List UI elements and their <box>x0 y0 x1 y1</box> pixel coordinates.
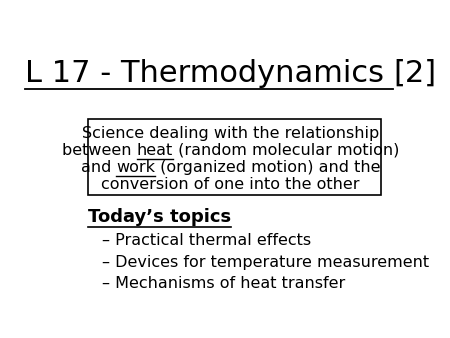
Text: – Mechanisms of heat transfer: – Mechanisms of heat transfer <box>102 276 345 291</box>
FancyBboxPatch shape <box>88 119 381 195</box>
Text: (random molecular motion): (random molecular motion) <box>173 143 399 158</box>
Text: work: work <box>116 160 155 175</box>
Text: and: and <box>81 160 116 175</box>
Text: – Practical thermal effects: – Practical thermal effects <box>102 233 310 248</box>
Text: Science dealing with the relationship: Science dealing with the relationship <box>82 126 379 141</box>
Text: heat: heat <box>137 143 173 158</box>
Text: [2]: [2] <box>393 59 436 88</box>
Text: – Devices for temperature measurement: – Devices for temperature measurement <box>102 255 429 270</box>
Text: between: between <box>62 143 137 158</box>
Text: conversion of one into the other: conversion of one into the other <box>101 177 360 192</box>
Text: (organized motion) and the: (organized motion) and the <box>155 160 381 175</box>
Text: L 17 - Thermodynamics: L 17 - Thermodynamics <box>25 59 393 88</box>
Text: Today’s topics: Today’s topics <box>88 209 231 226</box>
